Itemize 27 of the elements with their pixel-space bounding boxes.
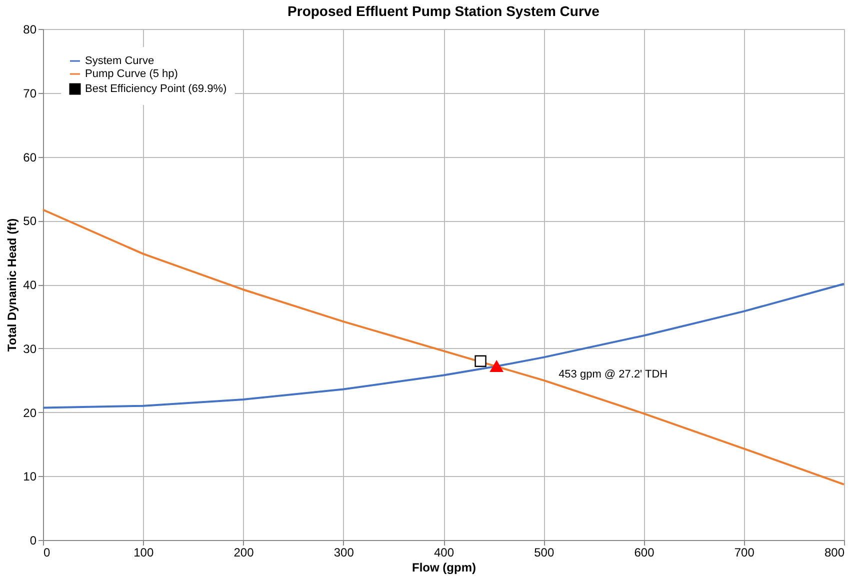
y-tick-label: 40 xyxy=(23,278,37,292)
x-tick-label: 500 xyxy=(534,546,554,560)
x-tick-label: 300 xyxy=(334,546,354,560)
x-axis-title: Flow (gpm) xyxy=(412,560,476,574)
y-tick-label: 50 xyxy=(23,214,37,228)
y-tick-label: 20 xyxy=(23,406,37,420)
legend-label: System Curve xyxy=(85,55,154,67)
legend-label: Best Efficiency Point (69.9%) xyxy=(85,83,227,95)
x-tick-label: 100 xyxy=(134,546,154,560)
y-tick-label: 60 xyxy=(23,150,37,164)
annotation: 453 gpm @ 27.2' TDH xyxy=(558,368,668,380)
x-tick-label: 0 xyxy=(44,546,50,560)
line-series xyxy=(42,208,845,486)
legend-label: Pump Curve (5 hp) xyxy=(85,68,178,80)
x-tick-label: 600 xyxy=(634,546,655,560)
y-tick-label: 10 xyxy=(23,470,37,484)
x-tick-label: 400 xyxy=(434,546,454,560)
x-tick-label: 800 xyxy=(824,546,845,560)
y-tick-label: 80 xyxy=(23,22,37,36)
y-tick-label: 30 xyxy=(23,342,37,356)
y-axis-title: Total Dynamic Head (ft) xyxy=(5,218,20,352)
x-tick-label: 200 xyxy=(234,546,254,560)
y-tick-label: 70 xyxy=(23,86,37,100)
x-tick-label: 700 xyxy=(734,546,755,560)
line-series xyxy=(42,282,845,409)
y-tick-label: 0 xyxy=(30,534,37,548)
chart-title: Proposed Effluent Pump Station System Curve xyxy=(288,3,600,19)
